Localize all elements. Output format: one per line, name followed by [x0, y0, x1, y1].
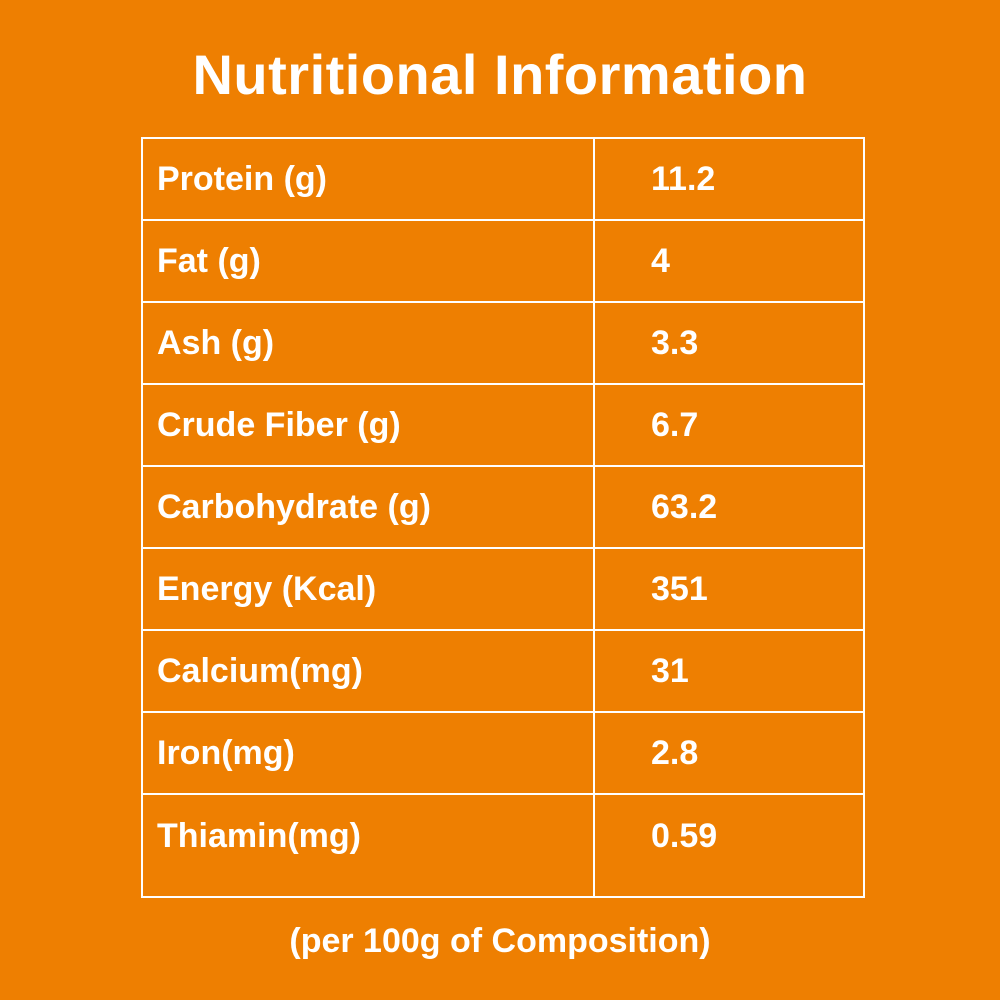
nutrient-value-cell: 4 — [593, 219, 865, 303]
nutrient-label-cell: Crude Fiber (g) — [141, 383, 595, 467]
nutrition-table: Protein (g) 11.2 Fat (g) 4 Ash (g) 3.3 C… — [141, 137, 865, 898]
nutrient-value-cell: 351 — [593, 547, 865, 631]
nutrient-label-cell: Carbohydrate (g) — [141, 465, 595, 549]
nutrient-label-cell: Protein (g) — [141, 137, 595, 221]
nutrient-value-cell: 63.2 — [593, 465, 865, 549]
nutrient-label-cell: Fat (g) — [141, 219, 595, 303]
table-row: Protein (g) 11.2 — [141, 137, 865, 221]
table-row: Iron(mg) 2.8 — [141, 711, 865, 795]
nutrient-label-cell: Iron(mg) — [141, 711, 595, 795]
nutrient-value-cell: 2.8 — [593, 711, 865, 795]
table-row: Crude Fiber (g) 6.7 — [141, 383, 865, 467]
nutrient-label-cell: Energy (Kcal) — [141, 547, 595, 631]
table-row: Fat (g) 4 — [141, 219, 865, 303]
per-100g-caption: (per 100g of Composition) — [289, 922, 711, 960]
nutrient-label-cell: Thiamin(mg) — [141, 793, 595, 898]
table-row: Energy (Kcal) 351 — [141, 547, 865, 631]
nutrient-value-cell: 6.7 — [593, 383, 865, 467]
nutrient-value-cell: 0.59 — [593, 793, 865, 898]
table-row: Ash (g) 3.3 — [141, 301, 865, 385]
nutrient-value-cell: 3.3 — [593, 301, 865, 385]
nutrient-value-cell: 11.2 — [593, 137, 865, 221]
nutrient-label-cell: Ash (g) — [141, 301, 595, 385]
page-title: Nutritional Information — [192, 43, 808, 106]
nutrient-value-cell: 31 — [593, 629, 865, 713]
table-row: Carbohydrate (g) 63.2 — [141, 465, 865, 549]
table-row: Calcium(mg) 31 — [141, 629, 865, 713]
table-row: Thiamin(mg) 0.59 — [141, 793, 865, 898]
nutrient-label-cell: Calcium(mg) — [141, 629, 595, 713]
